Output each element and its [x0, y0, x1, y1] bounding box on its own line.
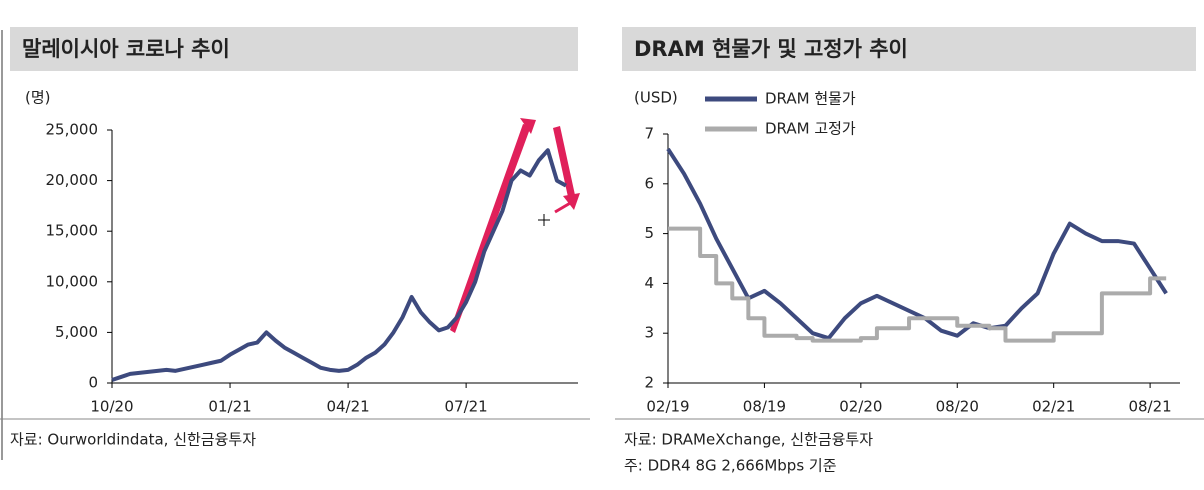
y-tick-label: 2	[644, 374, 654, 392]
x-tick-label: 04/21	[326, 398, 369, 416]
chart-title: 말레이시아 코로나 추이	[22, 37, 230, 61]
y-tick-label: 10,000	[46, 272, 99, 290]
legend-label: DRAM 고정가	[765, 120, 856, 138]
series-line	[666, 147, 1168, 341]
x-tick-label: 01/21	[208, 398, 251, 416]
x-tick-label: 08/19	[743, 398, 786, 416]
y-tick-label: 25,000	[46, 121, 99, 139]
y-tick-label: 3	[644, 324, 654, 342]
x-tick-label: 02/20	[839, 398, 882, 416]
y-tick-label: 5,000	[55, 323, 98, 341]
y-tick-label: 6	[644, 174, 654, 192]
source: 자료: Ourworldindata, 신한금융투자	[10, 431, 256, 449]
unit-label: (USD)	[634, 89, 678, 107]
x-tick-label: 02/19	[646, 398, 689, 416]
series-line	[668, 226, 1167, 343]
series-line	[111, 148, 567, 382]
x-tick-label: 08/21	[1128, 398, 1171, 416]
y-tick-label: 15,000	[46, 222, 99, 240]
x-tick-label: 10/20	[90, 398, 133, 416]
source: 자료: DRAMeXchange, 신한금융투자	[624, 431, 873, 449]
y-tick-label: 7	[644, 125, 654, 143]
note: 주: DDR4 8G 2,666Mbps 기준	[624, 457, 837, 475]
chart-title: DRAM 현물가 및 고정가 추이	[634, 37, 908, 61]
y-tick-label: 0	[88, 374, 98, 392]
unit-label: (명)	[25, 89, 51, 107]
x-tick-label: 07/21	[445, 398, 488, 416]
y-tick-label: 5	[644, 224, 654, 242]
annotation-arrows	[450, 118, 580, 333]
title-bar	[622, 27, 1196, 71]
y-tick-label: 4	[644, 274, 654, 292]
title-bar	[10, 27, 578, 71]
x-tick-label: 02/21	[1032, 398, 1075, 416]
y-tick-label: 20,000	[46, 171, 99, 189]
legend-label: DRAM 현물가	[765, 90, 856, 108]
x-tick-label: 08/20	[936, 398, 979, 416]
